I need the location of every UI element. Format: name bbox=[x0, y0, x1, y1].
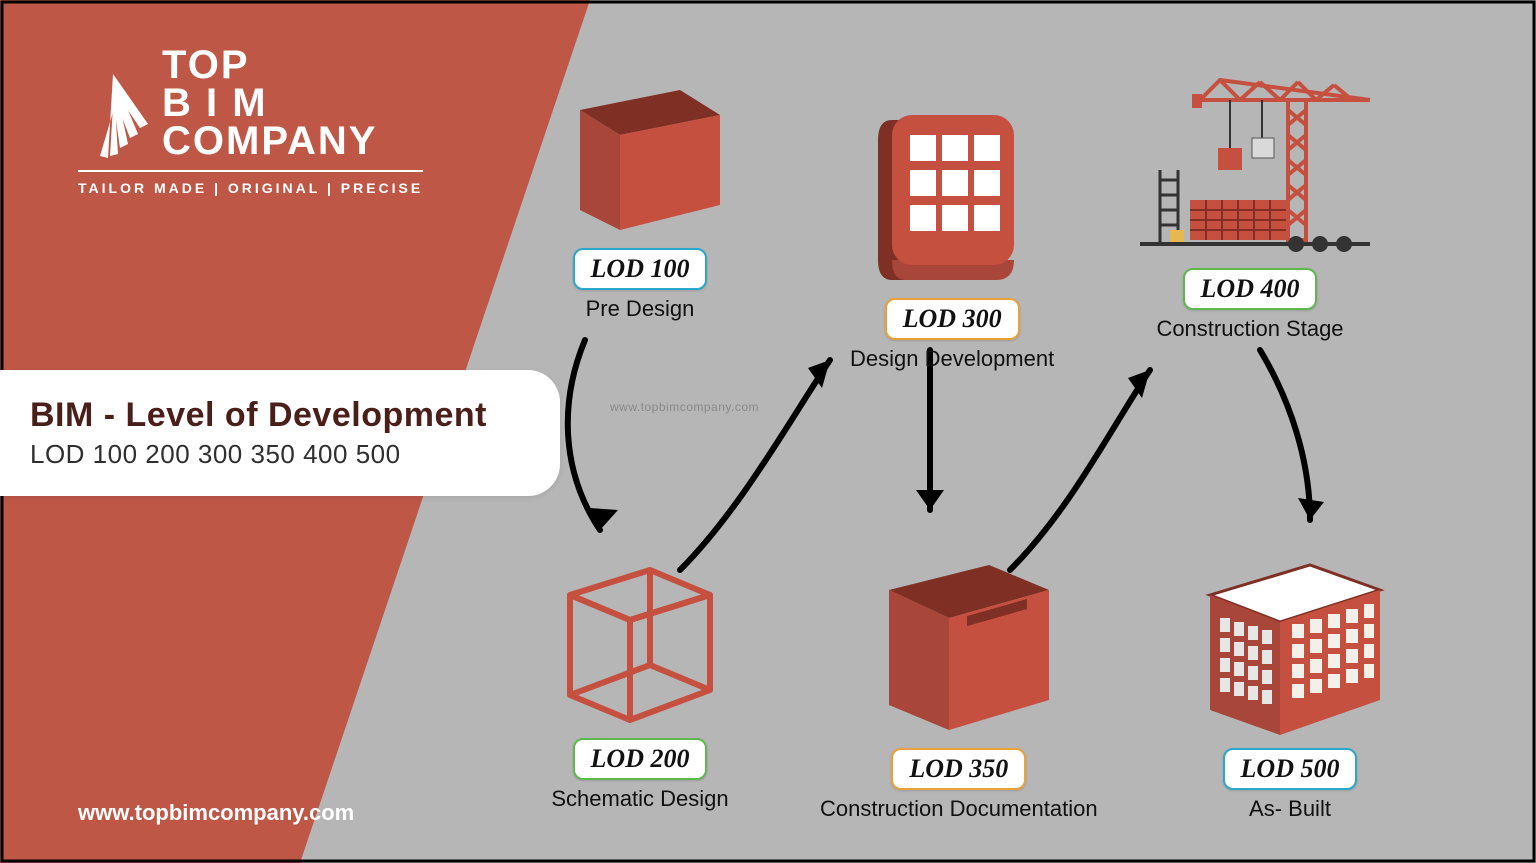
title-card: BIM - Level of Development LOD 100 200 3… bbox=[0, 370, 560, 496]
title-sub: LOD 100 200 300 350 400 500 bbox=[30, 439, 520, 470]
company-logo: TOP B I M COMPANY TAILOR MADE | ORIGINAL… bbox=[78, 46, 423, 196]
footer-url: www.topbimcompany.com bbox=[78, 800, 354, 826]
node-lod100: LOD 100 Pre Design bbox=[540, 70, 740, 322]
node-lod200: LOD 200 Schematic Design bbox=[540, 540, 740, 812]
logo-mark-icon bbox=[78, 74, 148, 160]
node-lod500: LOD 500 As- Built bbox=[1170, 540, 1410, 822]
cube-wire-icon bbox=[540, 540, 740, 730]
crane-icon bbox=[1120, 60, 1380, 260]
logo-line2: B I M bbox=[162, 84, 377, 122]
badge-lod350: LOD 350 bbox=[891, 748, 1026, 790]
logo-line1: TOP bbox=[162, 46, 377, 84]
caption-lod100: Pre Design bbox=[540, 296, 740, 322]
logo-line3: COMPANY bbox=[162, 122, 377, 160]
building-block-icon bbox=[862, 90, 1042, 290]
badge-lod300: LOD 300 bbox=[885, 298, 1020, 340]
node-lod300: LOD 300 Design Development bbox=[850, 90, 1054, 372]
node-lod350: LOD 350 Construction Documentation bbox=[820, 540, 1098, 822]
caption-lod200: Schematic Design bbox=[540, 786, 740, 812]
caption-lod400: Construction Stage bbox=[1120, 316, 1380, 342]
badge-lod500: LOD 500 bbox=[1223, 748, 1358, 790]
logo-tagline: TAILOR MADE | ORIGINAL | PRECISE bbox=[78, 180, 423, 196]
badge-lod200: LOD 200 bbox=[573, 738, 708, 780]
cube-solid-icon bbox=[540, 70, 740, 240]
title-heading: BIM - Level of Development bbox=[30, 396, 520, 435]
cube-slot-icon bbox=[849, 540, 1069, 740]
caption-lod500: As- Built bbox=[1170, 796, 1410, 822]
infographic-stage: TOP B I M COMPANY TAILOR MADE | ORIGINAL… bbox=[0, 0, 1536, 863]
caption-lod350: Construction Documentation bbox=[820, 796, 1098, 822]
building-detailed-icon bbox=[1170, 540, 1410, 740]
watermark: www.topbimcompany.com bbox=[610, 400, 759, 414]
node-lod400: LOD 400 Construction Stage bbox=[1120, 60, 1380, 342]
caption-lod300: Design Development bbox=[850, 346, 1054, 372]
badge-lod100: LOD 100 bbox=[573, 248, 708, 290]
badge-lod400: LOD 400 bbox=[1183, 268, 1318, 310]
